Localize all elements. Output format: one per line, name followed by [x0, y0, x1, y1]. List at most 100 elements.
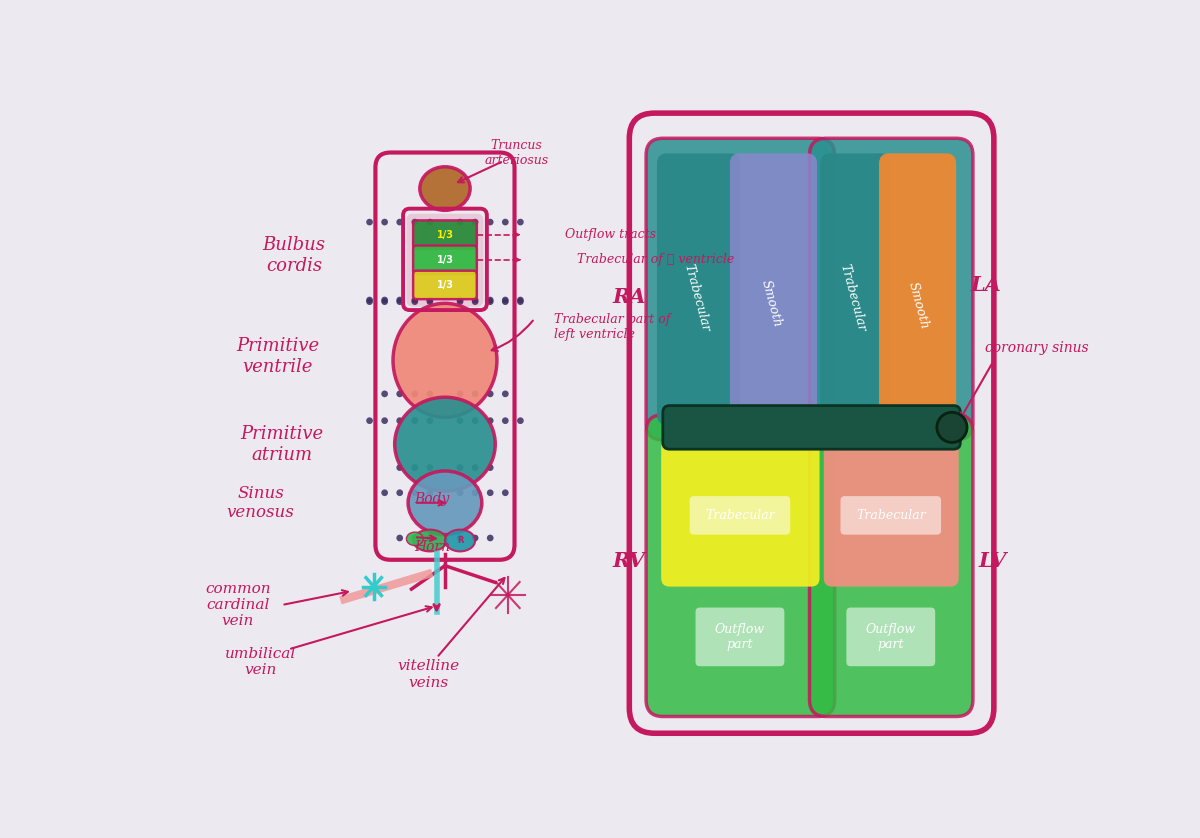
FancyBboxPatch shape — [661, 440, 820, 587]
Circle shape — [502, 391, 509, 397]
Circle shape — [487, 464, 493, 471]
Text: 1/3: 1/3 — [437, 230, 454, 240]
Circle shape — [396, 219, 403, 225]
Text: common
cardinal
vein: common cardinal vein — [205, 582, 271, 628]
Ellipse shape — [413, 530, 446, 551]
Text: Horn: Horn — [414, 541, 450, 554]
Ellipse shape — [420, 167, 470, 210]
Circle shape — [457, 489, 463, 496]
Circle shape — [487, 298, 493, 305]
Ellipse shape — [407, 532, 424, 546]
Circle shape — [457, 391, 463, 397]
Circle shape — [502, 298, 509, 305]
Circle shape — [382, 417, 388, 424]
Circle shape — [412, 464, 418, 471]
Circle shape — [472, 535, 479, 541]
Text: LV: LV — [978, 551, 1007, 572]
Circle shape — [412, 219, 418, 225]
Circle shape — [366, 219, 373, 225]
Circle shape — [457, 298, 463, 305]
Circle shape — [517, 297, 523, 303]
Ellipse shape — [395, 397, 496, 491]
Text: Outflow
part: Outflow part — [715, 623, 766, 651]
Circle shape — [487, 535, 493, 541]
Circle shape — [517, 298, 523, 305]
Circle shape — [426, 391, 433, 397]
Circle shape — [382, 219, 388, 225]
Circle shape — [366, 297, 373, 303]
Circle shape — [487, 391, 493, 397]
FancyBboxPatch shape — [407, 214, 484, 307]
FancyBboxPatch shape — [840, 496, 941, 535]
Circle shape — [426, 417, 433, 424]
Circle shape — [426, 297, 433, 303]
Circle shape — [502, 297, 509, 303]
FancyBboxPatch shape — [810, 415, 973, 716]
Text: Primitive
atrium: Primitive atrium — [240, 425, 323, 463]
Circle shape — [502, 489, 509, 496]
FancyBboxPatch shape — [823, 440, 959, 587]
Circle shape — [472, 391, 479, 397]
FancyBboxPatch shape — [413, 271, 476, 299]
FancyBboxPatch shape — [413, 220, 476, 249]
Text: umbilical
vein: umbilical vein — [224, 647, 296, 677]
Text: Trabecular: Trabecular — [856, 509, 925, 522]
Circle shape — [502, 219, 509, 225]
Text: Smooth: Smooth — [760, 278, 785, 328]
Ellipse shape — [394, 303, 497, 417]
Circle shape — [426, 489, 433, 496]
Circle shape — [457, 464, 463, 471]
Circle shape — [426, 298, 433, 305]
Circle shape — [396, 489, 403, 496]
FancyBboxPatch shape — [810, 138, 973, 440]
Text: Trabecular part of
left ventricle: Trabecular part of left ventricle — [554, 313, 671, 341]
Circle shape — [472, 417, 479, 424]
Text: Trabecular of Ⓡ ventricle: Trabecular of Ⓡ ventricle — [576, 253, 733, 266]
Circle shape — [366, 298, 373, 305]
Circle shape — [412, 489, 418, 496]
Circle shape — [487, 417, 493, 424]
Circle shape — [412, 417, 418, 424]
FancyBboxPatch shape — [662, 406, 960, 449]
Circle shape — [366, 417, 373, 424]
Text: Smooth: Smooth — [906, 281, 931, 331]
Text: 1/3: 1/3 — [437, 280, 454, 290]
Circle shape — [472, 219, 479, 225]
FancyBboxPatch shape — [696, 608, 785, 666]
FancyBboxPatch shape — [646, 138, 835, 440]
Text: Trabecular: Trabecular — [682, 262, 712, 333]
Circle shape — [412, 297, 418, 303]
Circle shape — [396, 297, 403, 303]
Circle shape — [517, 219, 523, 225]
Circle shape — [472, 489, 479, 496]
Circle shape — [937, 412, 967, 442]
Circle shape — [487, 219, 493, 225]
Circle shape — [426, 219, 433, 225]
FancyBboxPatch shape — [730, 153, 817, 425]
Circle shape — [457, 535, 463, 541]
Text: Outflow
part: Outflow part — [865, 623, 916, 651]
Text: Sinus
venosus: Sinus venosus — [227, 484, 294, 521]
Circle shape — [517, 417, 523, 424]
Circle shape — [382, 297, 388, 303]
Circle shape — [396, 464, 403, 471]
Circle shape — [472, 297, 479, 303]
Circle shape — [412, 298, 418, 305]
Text: vitelline
veins: vitelline veins — [397, 660, 460, 690]
Text: Bulbus
cordis: Bulbus cordis — [263, 236, 325, 275]
FancyBboxPatch shape — [646, 415, 835, 716]
Text: Outflow tracts: Outflow tracts — [565, 228, 656, 241]
Circle shape — [426, 535, 433, 541]
Circle shape — [487, 489, 493, 496]
Circle shape — [487, 297, 493, 303]
Circle shape — [396, 391, 403, 397]
Circle shape — [472, 298, 479, 305]
Text: RA: RA — [612, 287, 646, 308]
Circle shape — [472, 464, 479, 471]
Text: 1/3: 1/3 — [437, 255, 454, 265]
Text: Body: Body — [414, 492, 449, 505]
FancyBboxPatch shape — [880, 153, 956, 425]
FancyBboxPatch shape — [821, 153, 890, 425]
Circle shape — [457, 297, 463, 303]
FancyBboxPatch shape — [656, 153, 740, 425]
